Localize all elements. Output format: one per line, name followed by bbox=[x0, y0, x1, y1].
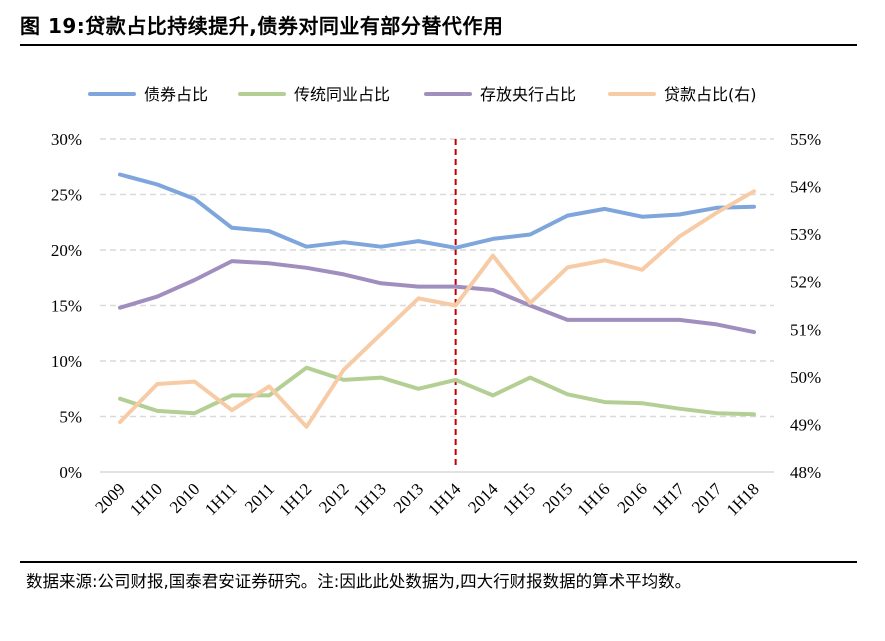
x-tick-label: 1H13 bbox=[350, 479, 390, 519]
figure-title: 图 19:贷款占比持续提升,债券对同业有部分替代作用 bbox=[20, 14, 504, 38]
series-group bbox=[118, 172, 756, 429]
y-right-tick-label: 50% bbox=[790, 368, 821, 387]
x-tick-label: 2011 bbox=[241, 479, 278, 516]
y-left-tick-label: 0% bbox=[59, 463, 82, 482]
y-right-tick-label: 48% bbox=[790, 463, 821, 482]
x-tick-label: 2014 bbox=[464, 479, 502, 517]
y-right-tick-label: 53% bbox=[790, 225, 821, 244]
y-right-tick-label: 52% bbox=[790, 273, 821, 292]
title-rule bbox=[20, 44, 857, 46]
series-line-4 bbox=[118, 189, 756, 429]
y-right-tick-label: 51% bbox=[790, 320, 821, 339]
x-tick-label: 1H11 bbox=[201, 479, 241, 519]
x-tick-label: 2015 bbox=[539, 479, 576, 516]
legend-label: 债券占比 bbox=[144, 85, 208, 104]
series-line-1 bbox=[118, 172, 756, 250]
y-axis-left: 0% 5% 10% 15% 20% 25% 30% bbox=[51, 130, 82, 482]
x-tick-label: 1H12 bbox=[275, 479, 315, 519]
gridlines bbox=[100, 138, 774, 473]
x-tick-label: 2013 bbox=[390, 479, 427, 516]
source-note: 数据来源:公司财报,国泰君安证券研究。注:因此此处数据为,四大行财报数据的算术平… bbox=[26, 572, 692, 591]
series-line-2 bbox=[118, 365, 756, 417]
line-chart: 债券占比 传统同业占比 存放央行占比 贷款占比(右) 0% 5% 10% 15% 20% 25%… bbox=[51, 85, 821, 520]
x-tick-label: 1H16 bbox=[574, 479, 614, 519]
source-rule bbox=[20, 561, 857, 563]
x-tick-label: 1H14 bbox=[424, 479, 465, 520]
legend: 债券占比 传统同业占比 存放央行占比 贷款占比(右) bbox=[88, 85, 757, 104]
legend-label: 贷款占比(右) bbox=[664, 85, 757, 104]
y-left-tick-label: 30% bbox=[51, 130, 82, 149]
y-left-tick-label: 15% bbox=[51, 297, 82, 316]
y-left-tick-label: 5% bbox=[59, 408, 82, 427]
y-right-tick-label: 54% bbox=[790, 178, 821, 197]
y-left-tick-label: 20% bbox=[51, 241, 82, 260]
y-axis-right: 48% 49% 50% 51% 52% 53% 54% 55% bbox=[790, 130, 821, 482]
x-tick-label: 2012 bbox=[315, 479, 352, 516]
x-tick-label: 2009 bbox=[91, 479, 128, 516]
y-right-tick-label: 55% bbox=[790, 130, 821, 149]
x-tick-label: 2017 bbox=[688, 479, 726, 517]
x-tick-label: 1H15 bbox=[499, 479, 539, 519]
x-tick-label: 1H10 bbox=[126, 479, 166, 519]
x-tick-label: 1H18 bbox=[723, 479, 763, 519]
y-left-tick-label: 25% bbox=[51, 186, 82, 205]
x-tick-label: 2010 bbox=[166, 479, 203, 516]
legend-label: 传统同业占比 bbox=[294, 85, 390, 104]
y-left-tick-label: 10% bbox=[51, 352, 82, 371]
legend-label: 存放央行占比 bbox=[480, 85, 576, 104]
x-tick-label: 1H17 bbox=[648, 479, 689, 520]
y-right-tick-label: 49% bbox=[790, 415, 821, 434]
x-tick-label: 2016 bbox=[613, 479, 650, 516]
series-line-3 bbox=[118, 259, 756, 335]
